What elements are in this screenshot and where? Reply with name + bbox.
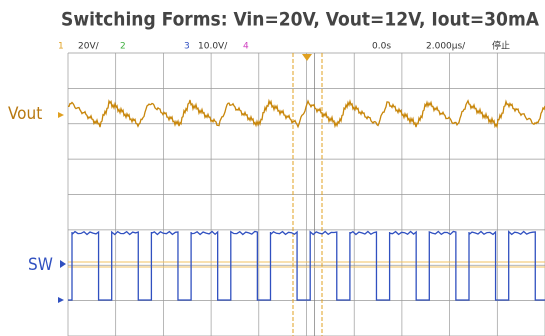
time-scale: 2.000μs/ [426,42,466,52]
grid [58,53,545,336]
vout-label: Vout [8,104,42,124]
time-offset: 0.0s [372,42,391,52]
ch2-number: 2 [120,42,126,52]
ch1-number: 1 [58,42,64,52]
ch3-marker [58,297,64,303]
scope-screenshot: Switching Forms: Vin=20V, Vout=12V, Iout… [0,0,545,336]
ch3-scale: 10.0V/ [198,42,228,52]
ch1-scale: 20V/ [78,42,100,52]
ch1-marker [58,112,64,118]
page: Switching Forms: Vin=20V, Vout=12V, Iout… [0,0,545,336]
trigger-marker [302,54,312,61]
ch4-number: 4 [243,42,249,52]
sw-marker [60,260,66,268]
title: Switching Forms: Vin=20V, Vout=12V, Iout… [61,9,540,31]
ch3-number: 3 [184,42,190,52]
run-state: 停止 [492,40,510,52]
sw-label: SW [28,255,53,275]
